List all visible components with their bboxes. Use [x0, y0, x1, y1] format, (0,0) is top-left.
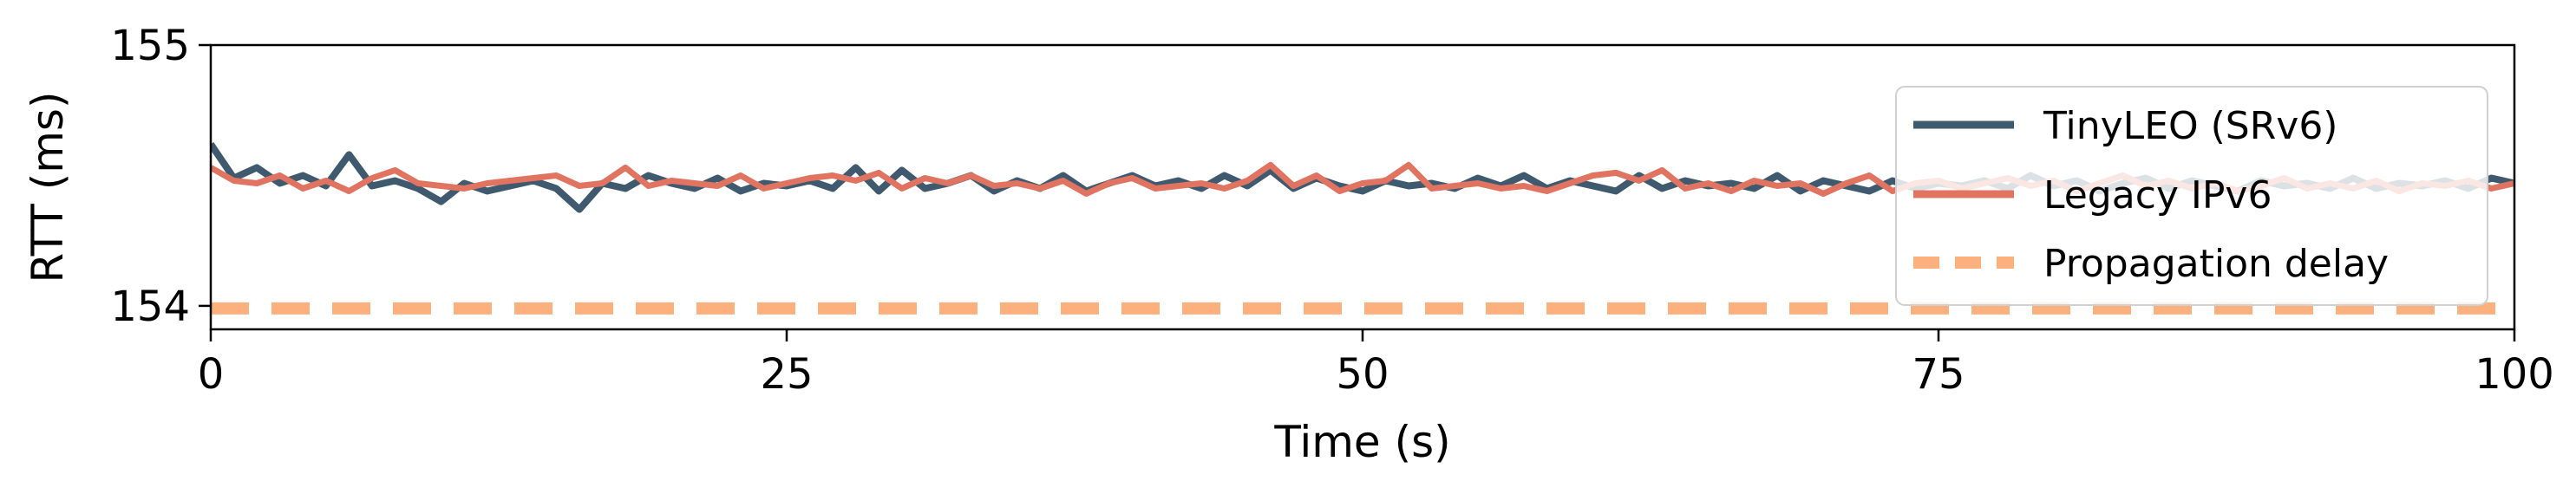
x-tick-label: 100	[2475, 350, 2554, 399]
x-tick-label: 25	[760, 350, 813, 399]
axis-ticks: 0 25 50 75 100 154 155	[110, 22, 2553, 399]
y-axis-label: RTT (ms)	[23, 92, 73, 283]
legend: TinyLEO (SRv6) Legacy IPv6 Propagation d…	[1895, 86, 2488, 306]
legend-label-propagation-delay: Propagation delay	[2043, 242, 2389, 286]
x-tick-label: 75	[1912, 350, 1965, 399]
x-tick-label: 0	[198, 350, 225, 399]
y-tick-label: 154	[110, 283, 190, 331]
legend-box	[1895, 86, 2488, 306]
legend-label-legacy-ipv6: Legacy IPv6	[2043, 173, 2272, 218]
x-axis-label: Time (s)	[1273, 417, 1450, 467]
legend-label-tinyleo: TinyLEO (SRv6)	[2043, 104, 2337, 148]
x-tick-label: 50	[1336, 350, 1389, 399]
y-tick-label: 155	[110, 22, 190, 70]
